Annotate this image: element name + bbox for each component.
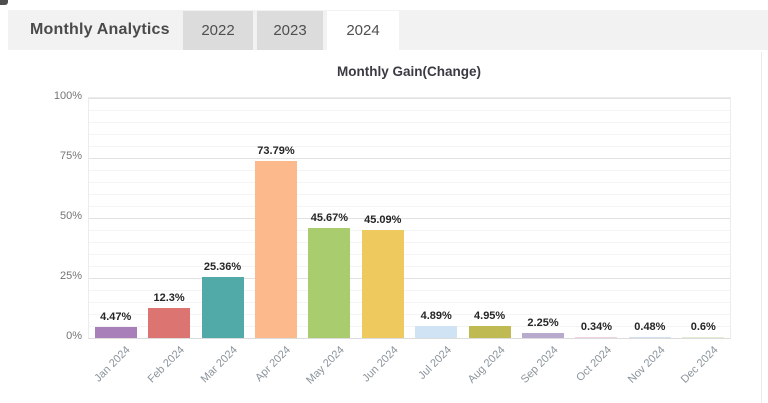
major-gridline: [89, 158, 730, 159]
minor-gridline: [89, 230, 730, 231]
bar-value-label: 4.47%: [100, 311, 132, 323]
minor-gridline: [89, 170, 730, 171]
year-tabs: 2022 2023 2024: [183, 11, 399, 50]
bar-apr-2024[interactable]: [254, 161, 297, 338]
bar-value-label: 0.34%: [580, 321, 613, 333]
y-axis-tick-label: 0%: [66, 330, 82, 342]
tab-2024[interactable]: 2024: [327, 11, 399, 50]
bar-value-label: 4.95%: [474, 310, 506, 322]
y-axis-tick-label: 75%: [59, 150, 82, 162]
tab-2023[interactable]: 2023: [257, 11, 323, 50]
bar-oct-2024[interactable]: [575, 337, 618, 338]
minor-gridline: [89, 302, 730, 303]
minor-gridline: [89, 254, 730, 255]
bar-jan-2024[interactable]: [94, 327, 137, 338]
bar-value-label: 2.25%: [527, 317, 559, 329]
x-axis-tick-label: Nov 2024: [625, 344, 668, 386]
bar-value-label: 73.79%: [257, 145, 295, 157]
bar-jul-2024[interactable]: [415, 326, 458, 338]
bar-nov-2024[interactable]: [628, 337, 671, 338]
y-axis-tick-label: 50%: [59, 210, 82, 222]
bar-value-label: 45.67%: [310, 212, 349, 224]
minor-gridline: [89, 266, 730, 267]
minor-gridline: [89, 314, 730, 315]
widget-title: Monthly Analytics: [30, 21, 170, 38]
minor-gridline: [89, 110, 730, 111]
minor-gridline: [89, 122, 730, 123]
minor-gridline: [89, 182, 730, 183]
bar-value-label: 12.3%: [153, 292, 185, 304]
bar-may-2024[interactable]: [308, 228, 351, 338]
bar-mar-2024[interactable]: [201, 277, 244, 338]
x-axis-tick-label: Feb 2024: [145, 344, 187, 386]
x-axis-tick-label: Jul 2024: [415, 344, 454, 382]
bar-jun-2024[interactable]: [361, 230, 404, 338]
minor-gridline: [89, 194, 730, 195]
x-axis-tick-label: Jun 2024: [359, 344, 401, 385]
minor-gridline: [89, 206, 730, 207]
y-axis-tick-label: 25%: [59, 270, 82, 282]
major-gridline: [89, 278, 730, 279]
x-axis-tick-label: Jan 2024: [92, 344, 134, 385]
minor-gridline: [89, 326, 730, 327]
x-axis-tick-label: Oct 2024: [573, 344, 614, 385]
bar-sep-2024[interactable]: [522, 333, 565, 338]
bar-aug-2024[interactable]: [468, 326, 511, 338]
bar-feb-2024[interactable]: [148, 308, 191, 338]
major-gridline: [89, 218, 730, 219]
y-axis-tick-label: 100%: [53, 90, 82, 102]
x-axis-tick-label: Mar 2024: [198, 344, 241, 386]
header-bar: Monthly Analytics 2022 2023 2024: [8, 10, 768, 50]
plot-area: 4.47% 12.3% 25.36% 73.79% 45.67% 45.09% 4.89% 4…: [88, 97, 731, 339]
minor-gridline: [89, 242, 730, 243]
bar-value-label: 4.89%: [420, 310, 452, 322]
tab-2022[interactable]: 2022: [183, 11, 253, 50]
minor-gridline: [89, 290, 730, 291]
x-axis-tick-label: Aug 2024: [465, 344, 508, 386]
bar-dec-2024[interactable]: [682, 337, 725, 338]
x-axis-tick-label: May 2024: [304, 344, 347, 387]
x-axis-tick-label: Apr 2024: [253, 344, 294, 385]
chart-title: Monthly Gain(Change): [337, 64, 481, 79]
screenshot-corner-artifact: [0, 0, 8, 5]
x-axis-tick-label: Sep 2024: [518, 344, 561, 386]
bar-value-label: 0.6%: [690, 321, 716, 333]
bar-value-label: 45.09%: [364, 214, 402, 226]
bar-value-label: 25.36%: [203, 261, 242, 273]
right-divider: [761, 52, 762, 403]
bar-value-label: 0.48%: [634, 321, 666, 333]
major-gridline: [89, 98, 730, 99]
minor-gridline: [89, 146, 730, 147]
minor-gridline: [89, 134, 730, 135]
x-axis-tick-label: Dec 2024: [678, 344, 721, 386]
